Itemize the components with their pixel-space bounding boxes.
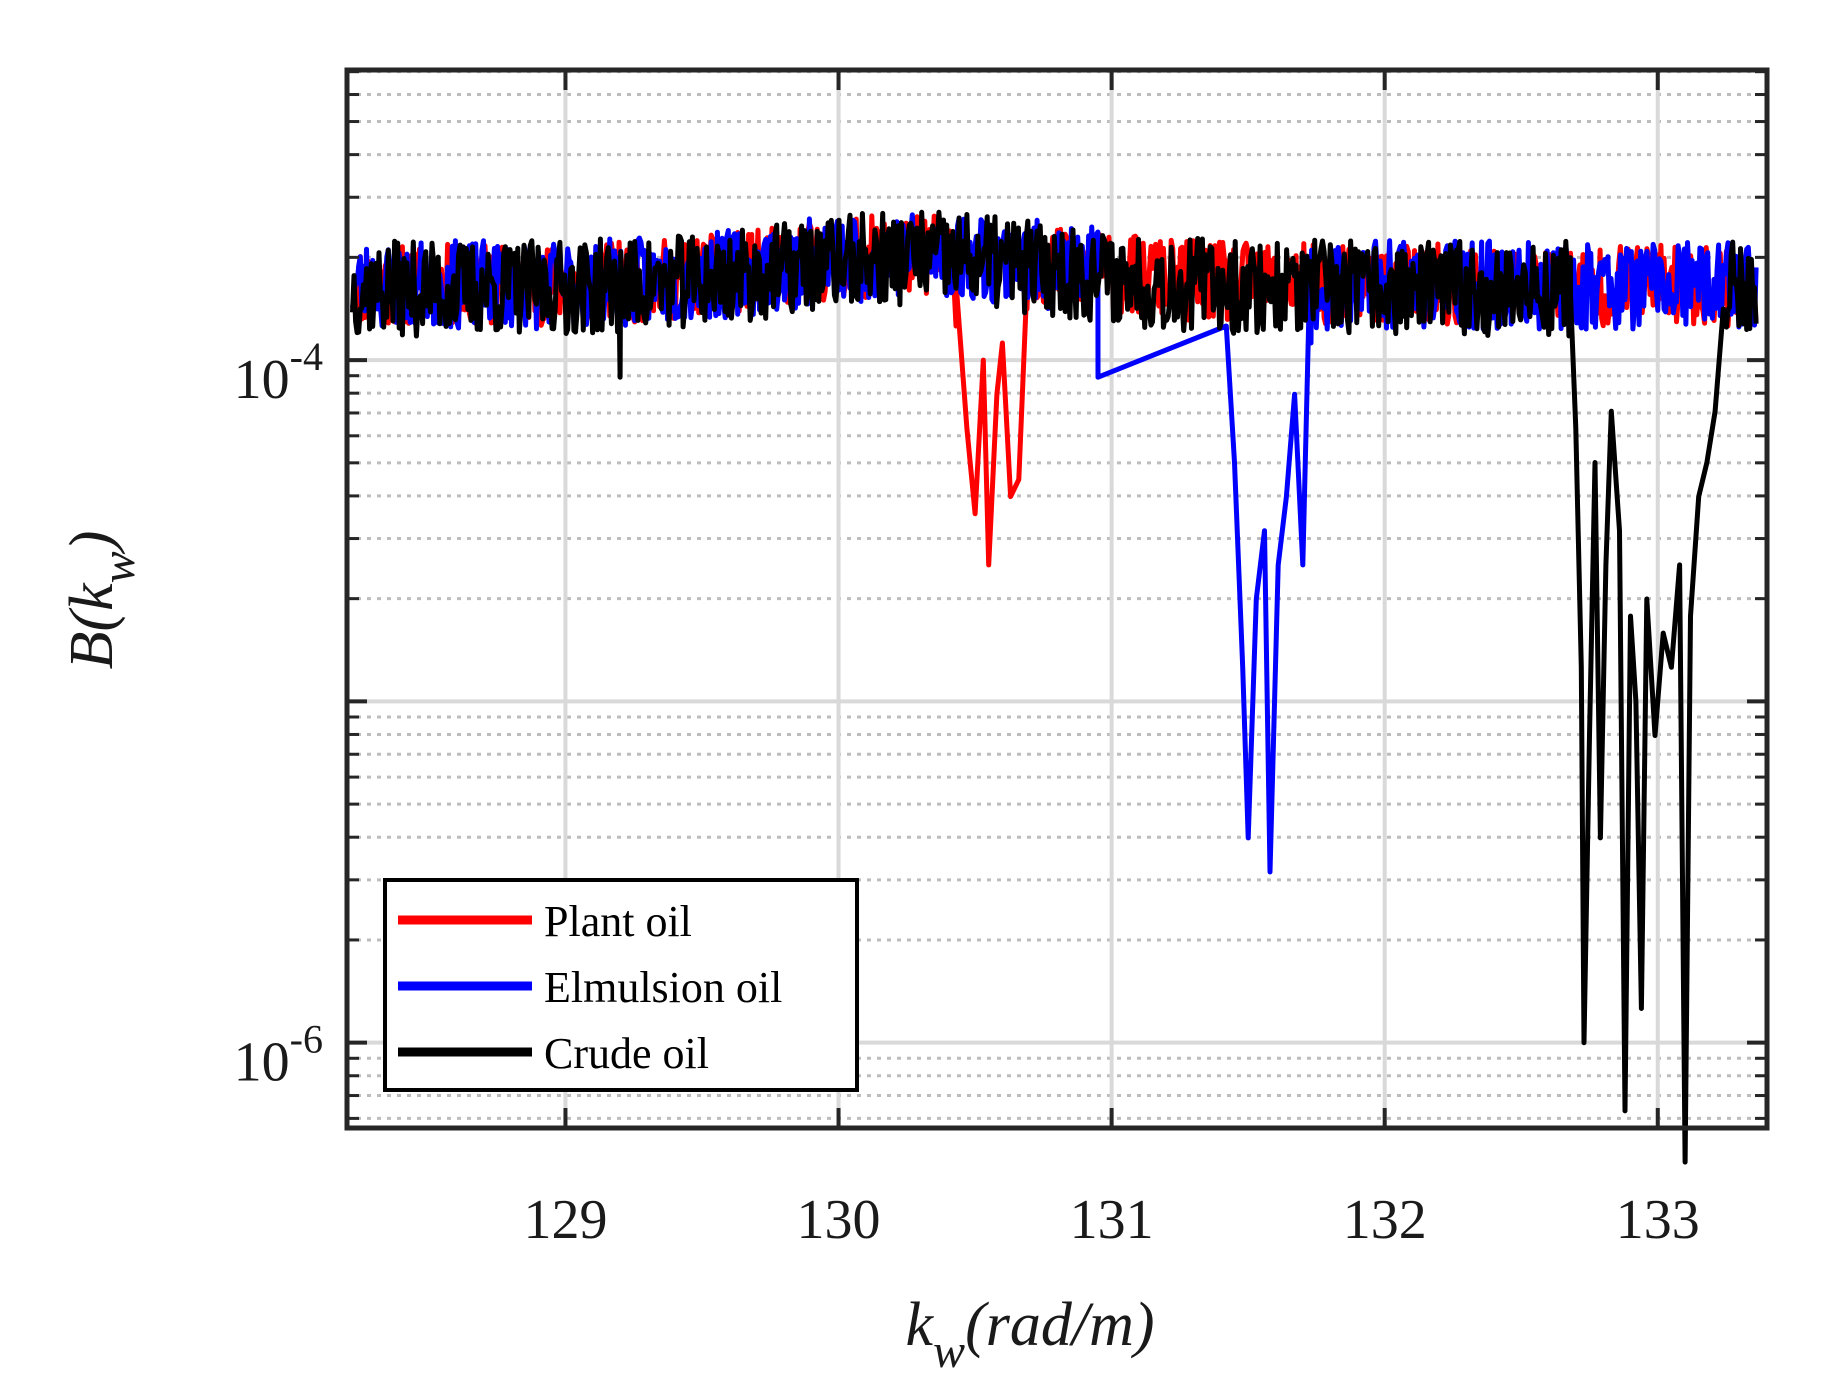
legend-label-plant-oil: Plant oil [544,897,692,946]
series-line-crude-oil [350,209,1759,1165]
x-tick-label: 133 [1616,1189,1700,1251]
x-axis-label-base: k [906,1291,935,1359]
y-axis-label: B(kw) [58,531,145,670]
y-tick-labels: 10-410-6 [234,334,323,1094]
axis-ticks [347,70,1767,1128]
x-axis-label: kw(rad/m) [906,1291,1155,1378]
y-tick-label-exponent: -6 [290,1017,323,1062]
x-tick-labels: 129 130 131 132 133 [523,1189,1699,1251]
x-tick-label: 130 [797,1189,881,1251]
y-axis-label-post: ) [58,531,126,555]
y-tick-label: 10-4 [234,334,323,411]
y-axis-label-pre: B(k [58,582,126,670]
y-axis-label-sub: w [92,551,145,583]
x-tick-label: 131 [1070,1189,1154,1251]
y-tick-label-base: 10 [234,1032,290,1094]
y-tick-label-base: 10 [234,349,290,411]
series-layer [350,209,1759,1165]
major-grid [347,70,1767,1128]
x-tick-label: 129 [523,1189,607,1251]
x-axis-label-sub: w [933,1325,965,1378]
legend-label-crude-oil: Crude oil [544,1029,709,1078]
x-axis-label-rest: (rad/m) [965,1291,1154,1359]
legend: Plant oil Elmulsion oil Crude oil [383,878,859,1092]
legend-label-elmulsion-oil: Elmulsion oil [544,963,782,1012]
x-tick-label: 132 [1343,1189,1427,1251]
y-tick-label: 10-6 [234,1017,323,1094]
y-tick-label-exponent: -4 [290,334,323,379]
